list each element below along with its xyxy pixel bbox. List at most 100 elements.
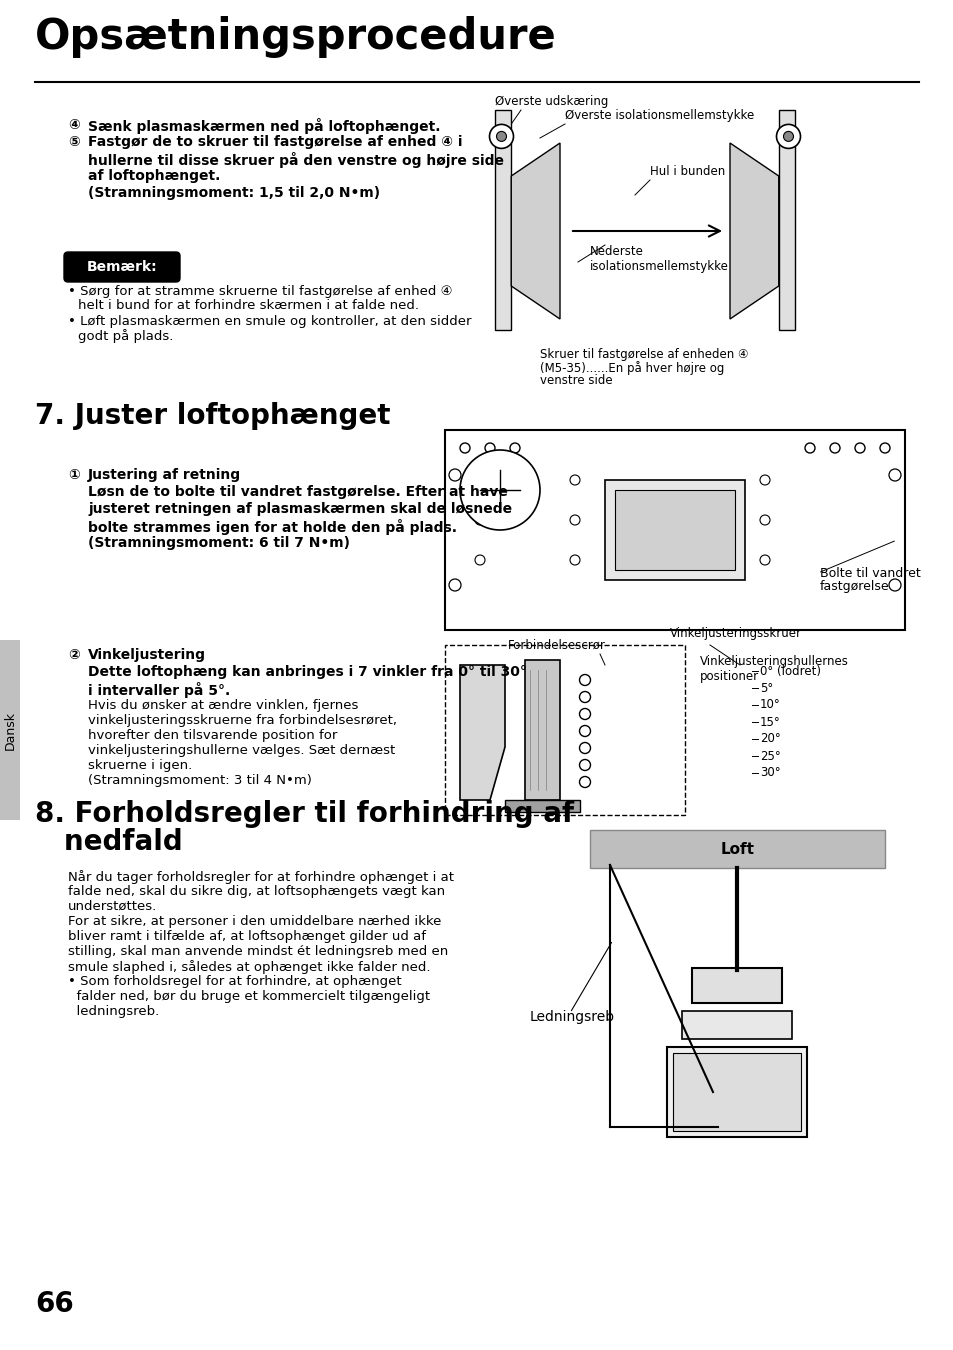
Circle shape bbox=[496, 131, 506, 142]
Circle shape bbox=[760, 475, 769, 485]
Circle shape bbox=[760, 514, 769, 525]
Circle shape bbox=[578, 675, 590, 686]
Circle shape bbox=[578, 725, 590, 737]
Text: af loftophænget.: af loftophænget. bbox=[88, 169, 220, 184]
Circle shape bbox=[879, 443, 889, 454]
Text: ②: ② bbox=[68, 648, 80, 662]
Text: Fastgør de to skruer til fastgørelse af enhed ④ i: Fastgør de to skruer til fastgørelse af … bbox=[88, 135, 462, 148]
Bar bbox=[495, 109, 511, 329]
Text: vinkeljusteringshullerne vælges. Sæt dernæst: vinkeljusteringshullerne vælges. Sæt der… bbox=[88, 744, 395, 757]
Text: • Sørg for at stramme skruerne til fastgørelse af enhed ④: • Sørg for at stramme skruerne til fastg… bbox=[68, 285, 452, 298]
Text: 10°: 10° bbox=[760, 698, 780, 711]
Circle shape bbox=[475, 514, 484, 525]
Text: Dette loftophæng kan anbringes i 7 vinkler fra 0° til 30°: Dette loftophæng kan anbringes i 7 vinkl… bbox=[88, 666, 526, 679]
Bar bbox=[444, 431, 904, 630]
Circle shape bbox=[459, 450, 539, 531]
Circle shape bbox=[449, 468, 460, 481]
Polygon shape bbox=[511, 143, 559, 319]
Circle shape bbox=[776, 124, 800, 148]
Text: Sænk plasmaskærmen ned på loftophænget.: Sænk plasmaskærmen ned på loftophænget. bbox=[88, 117, 440, 134]
Text: Vinkeljustering: Vinkeljustering bbox=[88, 648, 206, 662]
Text: hullerne til disse skruer på den venstre og højre side: hullerne til disse skruer på den venstre… bbox=[88, 153, 503, 167]
Text: For at sikre, at personer i den umiddelbare nærhed ikke: For at sikre, at personer i den umiddelb… bbox=[68, 915, 441, 927]
Text: Vinkeljusteringshullernes
positioner: Vinkeljusteringshullernes positioner bbox=[700, 655, 848, 683]
Circle shape bbox=[475, 555, 484, 566]
Text: bliver ramt i tilfælde af, at loftsophænget gilder ud af: bliver ramt i tilfælde af, at loftsophæn… bbox=[68, 930, 426, 944]
Text: Vinkeljusteringsskruer: Vinkeljusteringsskruer bbox=[669, 626, 801, 640]
Bar bbox=[504, 801, 579, 811]
Circle shape bbox=[449, 579, 460, 591]
Circle shape bbox=[578, 691, 590, 702]
Circle shape bbox=[578, 709, 590, 720]
Text: 30°: 30° bbox=[760, 767, 780, 779]
Polygon shape bbox=[729, 143, 778, 319]
Text: Dansk: Dansk bbox=[4, 710, 16, 749]
Text: 7. Juster loftophænget: 7. Juster loftophænget bbox=[35, 402, 390, 431]
Circle shape bbox=[475, 475, 484, 485]
Circle shape bbox=[459, 443, 470, 454]
Text: 15°: 15° bbox=[760, 716, 780, 729]
Bar bbox=[524, 660, 559, 801]
Circle shape bbox=[888, 579, 900, 591]
Circle shape bbox=[829, 443, 840, 454]
Text: i intervaller på 5°.: i intervaller på 5°. bbox=[88, 682, 230, 698]
Text: fastgørelse: fastgørelse bbox=[820, 580, 889, 593]
Text: vinkeljusteringsskruerne fra forbindelsesrøret,: vinkeljusteringsskruerne fra forbindelse… bbox=[88, 714, 396, 728]
Text: Hvis du ønsker at ændre vinklen, fjernes: Hvis du ønsker at ændre vinklen, fjernes bbox=[88, 699, 358, 711]
Text: ④: ④ bbox=[68, 117, 80, 132]
Text: godt på plads.: godt på plads. bbox=[78, 329, 173, 343]
Bar bbox=[666, 1048, 806, 1137]
Text: Ledningsreb: Ledningsreb bbox=[530, 1010, 615, 1025]
Text: helt i bund for at forhindre skærmen i at falde ned.: helt i bund for at forhindre skærmen i a… bbox=[78, 298, 418, 312]
Circle shape bbox=[569, 475, 579, 485]
Text: (Stramningsmoment: 1,5 til 2,0 N•m): (Stramningsmoment: 1,5 til 2,0 N•m) bbox=[88, 186, 379, 200]
Bar bbox=[778, 109, 794, 329]
Circle shape bbox=[484, 443, 495, 454]
Text: understøttes.: understøttes. bbox=[68, 900, 157, 913]
Text: Hul i bunden: Hul i bunden bbox=[649, 165, 724, 178]
Text: • Løft plasmaskærmen en smule og kontroller, at den sidder: • Løft plasmaskærmen en smule og kontrol… bbox=[68, 315, 471, 328]
Text: Øverste udskæring: Øverste udskæring bbox=[495, 95, 608, 108]
Text: 0° (lodret): 0° (lodret) bbox=[760, 664, 821, 678]
Circle shape bbox=[760, 555, 769, 566]
Text: skruerne i igen.: skruerne i igen. bbox=[88, 759, 193, 772]
Bar bbox=[672, 1053, 801, 1131]
Circle shape bbox=[854, 443, 864, 454]
Circle shape bbox=[569, 514, 579, 525]
Text: Loft: Loft bbox=[720, 841, 754, 856]
Text: falde ned, skal du sikre dig, at loftsophængets vægt kan: falde ned, skal du sikre dig, at loftsop… bbox=[68, 886, 445, 898]
Bar bbox=[589, 830, 884, 868]
Text: 5°: 5° bbox=[760, 682, 773, 694]
Text: 8. Forholdsregler til forhindring af: 8. Forholdsregler til forhindring af bbox=[35, 801, 574, 828]
Text: (Stramningsmoment: 3 til 4 N•m): (Stramningsmoment: 3 til 4 N•m) bbox=[88, 774, 312, 787]
Circle shape bbox=[888, 468, 900, 481]
Text: Øverste isolationsmellemstykke: Øverste isolationsmellemstykke bbox=[564, 109, 754, 122]
Polygon shape bbox=[459, 666, 504, 801]
Text: • Som forholdsregel for at forhindre, at ophænget: • Som forholdsregel for at forhindre, at… bbox=[68, 975, 401, 988]
Text: nedfald: nedfald bbox=[35, 828, 183, 856]
Circle shape bbox=[510, 443, 519, 454]
Text: ledningsreb.: ledningsreb. bbox=[68, 1004, 159, 1018]
Text: venstre side: venstre side bbox=[539, 374, 612, 387]
FancyBboxPatch shape bbox=[64, 252, 180, 282]
Text: (M5-35)......En på hver højre og: (M5-35)......En på hver højre og bbox=[539, 360, 723, 375]
Text: hvorefter den tilsvarende position for: hvorefter den tilsvarende position for bbox=[88, 729, 337, 742]
Circle shape bbox=[804, 443, 814, 454]
Text: Opsætningsprocedure: Opsætningsprocedure bbox=[35, 16, 557, 58]
Text: falder ned, bør du bruge et kommercielt tilgængeligt: falder ned, bør du bruge et kommercielt … bbox=[68, 990, 430, 1003]
Text: Når du tager forholdsregler for at forhindre ophænget i at: Når du tager forholdsregler for at forhi… bbox=[68, 869, 454, 884]
Text: Forbindelsescrør: Forbindelsescrør bbox=[507, 639, 605, 652]
Text: smule slaphed i, således at ophænget ikke falder ned.: smule slaphed i, således at ophænget ikk… bbox=[68, 960, 430, 973]
Text: justeret retningen af plasmaskærmen skal de løsnede: justeret retningen af plasmaskærmen skal… bbox=[88, 502, 512, 516]
Bar bbox=[604, 481, 744, 580]
Bar bbox=[691, 968, 781, 1003]
Text: 25°: 25° bbox=[760, 749, 780, 763]
Text: Bemærk:: Bemærk: bbox=[87, 261, 157, 274]
Circle shape bbox=[578, 776, 590, 787]
Text: bolte strammes igen for at holde den på plads.: bolte strammes igen for at holde den på … bbox=[88, 518, 456, 535]
Circle shape bbox=[569, 555, 579, 566]
Bar bbox=[0, 640, 20, 819]
Circle shape bbox=[489, 124, 513, 148]
Text: Skruer til fastgørelse af enheden ④: Skruer til fastgørelse af enheden ④ bbox=[539, 348, 748, 360]
Circle shape bbox=[578, 760, 590, 771]
